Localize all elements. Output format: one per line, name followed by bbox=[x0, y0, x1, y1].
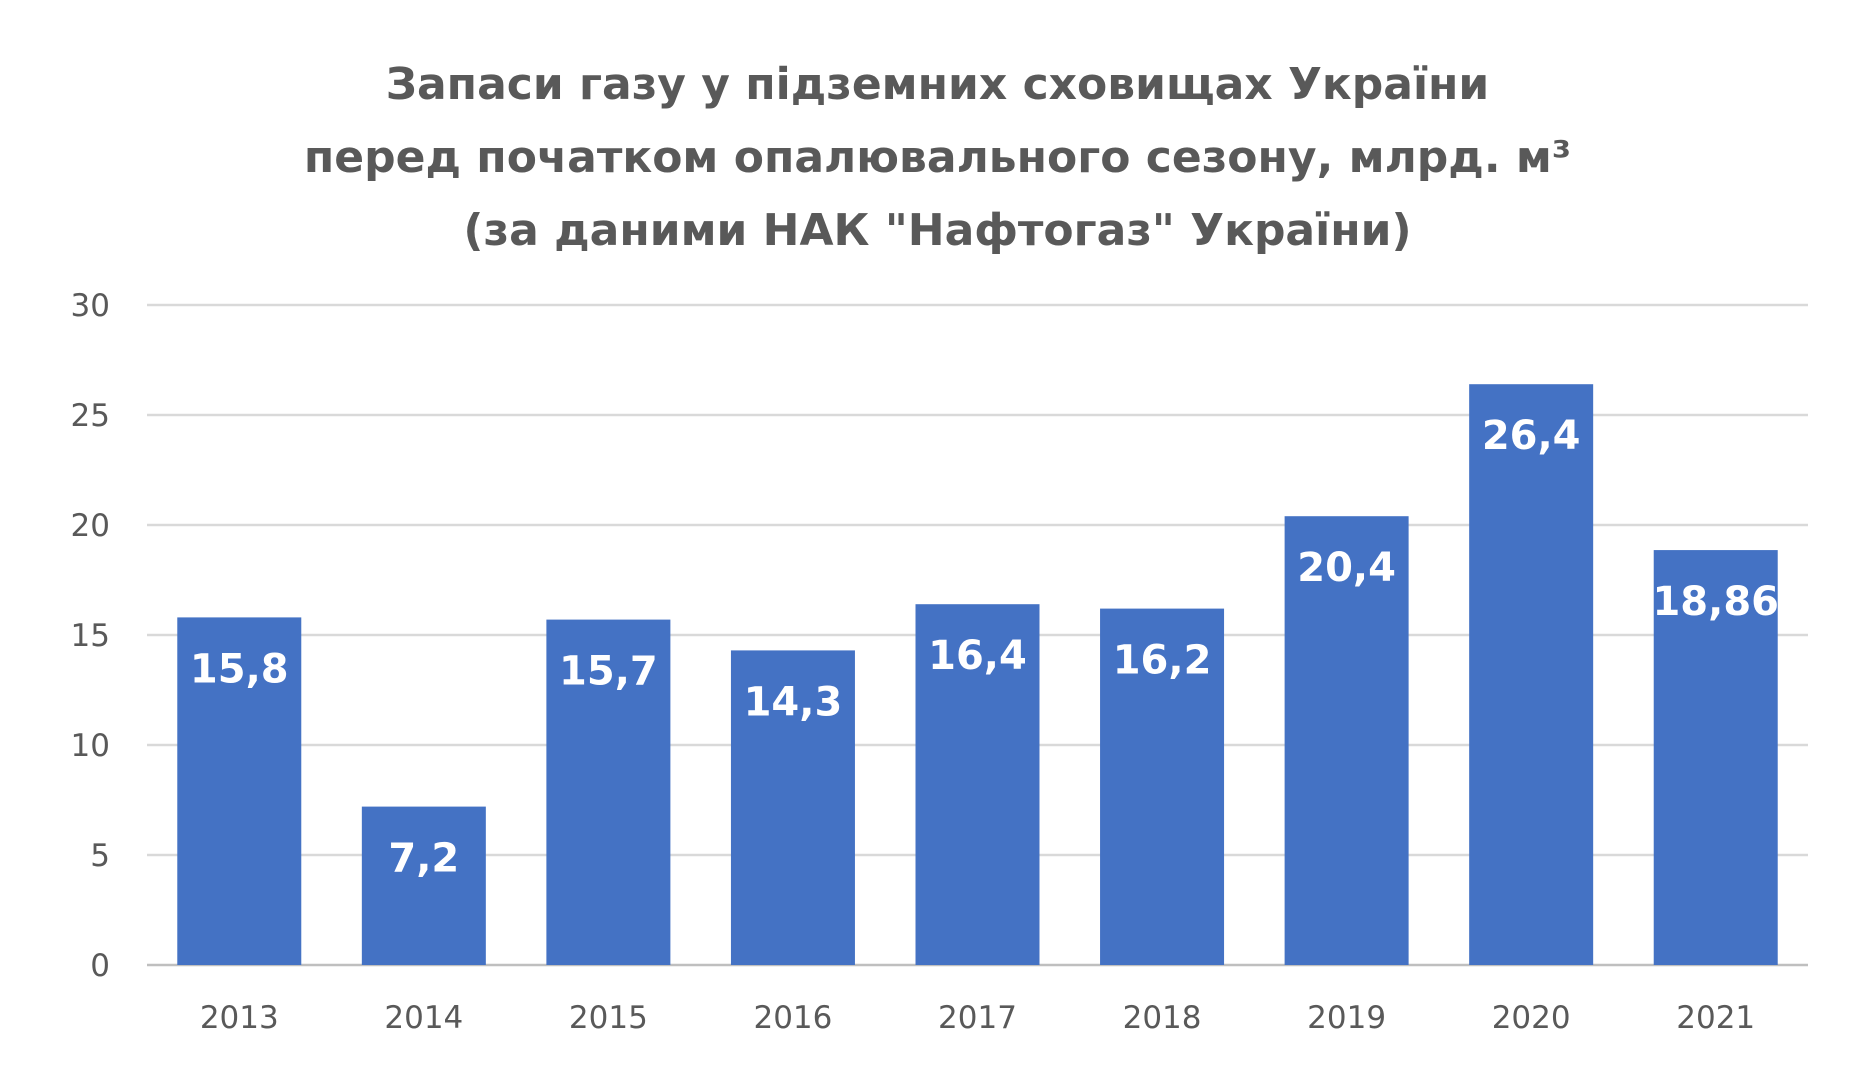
x-tick-label: 2014 bbox=[384, 1000, 463, 1036]
x-tick-label: 2013 bbox=[200, 1000, 279, 1036]
y-tick-label: 20 bbox=[71, 508, 110, 544]
bar bbox=[1469, 384, 1594, 965]
y-tick-label: 15 bbox=[71, 618, 110, 654]
chart-title-line-2: перед початком опалювального сезону, млр… bbox=[303, 132, 1572, 183]
y-tick-label: 0 bbox=[90, 948, 110, 984]
chart-title-line-1: Запаси газу у підземних сховищах України bbox=[385, 59, 1490, 110]
y-tick-label: 30 bbox=[71, 288, 110, 324]
x-tick-label: 2020 bbox=[1492, 1000, 1571, 1036]
chart-title: Запаси газу у підземних сховищах України… bbox=[0, 48, 1875, 267]
data-label: 26,4 bbox=[1482, 413, 1581, 459]
bar bbox=[1653, 550, 1778, 965]
x-tick-label: 2019 bbox=[1307, 1000, 1386, 1036]
data-label: 15,8 bbox=[190, 646, 289, 692]
y-axis-ticks: 0 5 10 15 20 25 30 bbox=[71, 288, 110, 984]
data-label: 16,4 bbox=[928, 633, 1027, 679]
data-label: 18,86 bbox=[1652, 579, 1779, 625]
bar bbox=[915, 604, 1040, 965]
bar bbox=[177, 617, 302, 965]
bar bbox=[1284, 516, 1409, 965]
data-label: 7,2 bbox=[388, 836, 459, 882]
y-tick-label: 10 bbox=[71, 728, 110, 764]
bars bbox=[177, 384, 1778, 965]
y-tick-label: 25 bbox=[71, 398, 110, 434]
x-tick-label: 2015 bbox=[569, 1000, 648, 1036]
x-tick-label: 2016 bbox=[753, 1000, 832, 1036]
data-label: 16,2 bbox=[1113, 638, 1212, 684]
chart-title-line-3: (за даними НАК "Нафтогаз" України) bbox=[463, 205, 1412, 256]
data-label: 14,3 bbox=[744, 679, 843, 725]
bar bbox=[361, 806, 486, 965]
y-tick-label: 5 bbox=[90, 838, 110, 874]
bar bbox=[730, 650, 855, 965]
data-label: 20,4 bbox=[1297, 545, 1396, 591]
x-tick-label: 2021 bbox=[1676, 1000, 1755, 1036]
bar bbox=[1100, 608, 1225, 965]
data-labels: 15,8 7,2 15,7 14,3 16,4 16,2 20,4 26,4 18,86 bbox=[190, 413, 1779, 881]
x-tick-label: 2017 bbox=[938, 1000, 1017, 1036]
x-tick-label: 2018 bbox=[1123, 1000, 1202, 1036]
x-axis-ticks: 2013 2014 2015 2016 2017 2018 2019 2020 2021 bbox=[200, 1000, 1755, 1036]
bar bbox=[546, 619, 671, 965]
data-label: 15,7 bbox=[559, 649, 658, 695]
